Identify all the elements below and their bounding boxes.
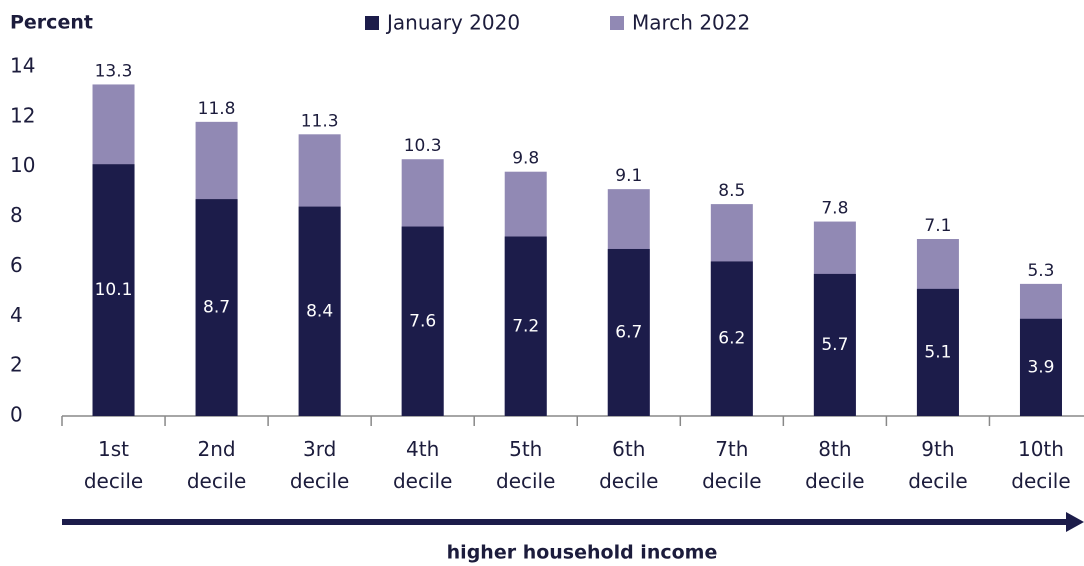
x-tick-line: decile xyxy=(1011,469,1070,493)
x-tick-line: decile xyxy=(496,469,555,493)
value-label: 10.3 xyxy=(404,136,442,156)
x-tick-line: 7th xyxy=(715,437,748,461)
x-tick-label: 5th decile xyxy=(496,437,555,493)
y-axis-label: Percent xyxy=(10,12,93,34)
arrow-head xyxy=(1066,512,1084,532)
value-label: 8.7 xyxy=(203,298,230,318)
y-tick-label: 0 xyxy=(10,403,23,427)
value-label: 8.5 xyxy=(718,181,745,201)
value-label: 5.7 xyxy=(821,335,848,355)
y-tick-label: 14 xyxy=(10,54,35,78)
x-tick-label: 2nd decile xyxy=(187,437,246,493)
bar xyxy=(710,261,753,416)
value-label: 7.6 xyxy=(409,311,436,331)
bar xyxy=(504,236,547,416)
x-tick-line: decile xyxy=(702,469,761,493)
x-tick-line: 6th xyxy=(612,437,645,461)
value-label: 8.4 xyxy=(306,301,333,321)
value-label: 13.3 xyxy=(95,61,133,81)
value-label: 5.3 xyxy=(1027,261,1054,281)
value-label: 9.1 xyxy=(615,166,642,186)
value-label: 6.7 xyxy=(615,322,642,342)
value-label: 7.8 xyxy=(821,199,848,219)
bar xyxy=(298,206,341,416)
x-tick-line: 5th xyxy=(509,437,542,461)
x-tick-line: 8th xyxy=(818,437,851,461)
bar xyxy=(401,226,444,416)
y-tick-label: 4 xyxy=(10,303,23,327)
legend-label: January 2020 xyxy=(385,11,520,35)
x-tick-line: decile xyxy=(805,469,864,493)
legend-swatch xyxy=(365,16,379,30)
value-label: 6.2 xyxy=(718,329,745,349)
y-tick-label: 2 xyxy=(10,353,23,377)
x-tick-line: 2nd xyxy=(198,437,236,461)
y-tick-label: 6 xyxy=(10,253,23,277)
x-tick-line: 10th xyxy=(1018,437,1064,461)
bar xyxy=(607,248,650,416)
x-tick-line: decile xyxy=(393,469,452,493)
value-label: 10.1 xyxy=(95,280,133,300)
x-tick-line: 9th xyxy=(921,437,954,461)
x-tick-label: 8th decile xyxy=(805,437,864,493)
x-tick-line: decile xyxy=(290,469,349,493)
x-tick-line: 4th xyxy=(406,437,439,461)
y-tick-label: 8 xyxy=(10,203,23,227)
x-tick-label: 9th decile xyxy=(908,437,967,493)
bar xyxy=(195,199,238,416)
bar xyxy=(916,288,959,416)
x-axis-label: higher household income xyxy=(447,542,718,564)
value-label: 5.1 xyxy=(924,342,951,362)
x-tick-line: decile xyxy=(908,469,967,493)
x-tick-line: 1st xyxy=(98,437,129,461)
y-tick-label: 10 xyxy=(10,153,35,177)
x-tick-label: 10th decile xyxy=(1011,437,1070,493)
x-tick-label: 7th decile xyxy=(702,437,761,493)
value-label: 7.2 xyxy=(512,316,539,336)
x-tick-line: decile xyxy=(599,469,658,493)
bar xyxy=(1019,318,1062,416)
x-tick-label: 4th decile xyxy=(393,437,452,493)
x-tick-label: 6th decile xyxy=(599,437,658,493)
value-label: 3.9 xyxy=(1027,357,1054,377)
value-label: 7.1 xyxy=(924,216,951,236)
x-tick-label: 1st decile xyxy=(84,437,143,493)
bar xyxy=(813,273,856,416)
legend-label: March 2022 xyxy=(632,11,750,35)
x-tick-line: decile xyxy=(84,469,143,493)
x-tick-line: decile xyxy=(187,469,246,493)
y-tick-label: 12 xyxy=(10,103,35,127)
x-tick-line: 3rd xyxy=(303,437,336,461)
value-label: 11.3 xyxy=(301,111,339,131)
legend-swatch xyxy=(610,16,624,30)
x-tick-label: 3rd decile xyxy=(290,437,349,493)
bar xyxy=(92,164,135,416)
value-label: 11.8 xyxy=(198,99,236,119)
value-label: 9.8 xyxy=(512,149,539,169)
